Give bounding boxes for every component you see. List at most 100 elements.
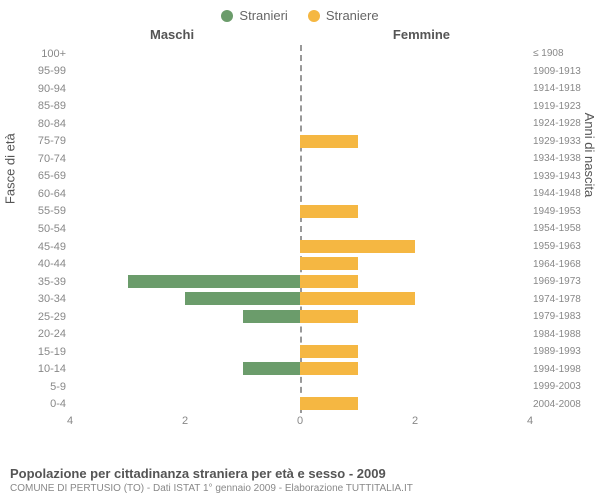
birth-year-label: 1974-1978 xyxy=(533,294,588,305)
bar-female xyxy=(300,135,358,148)
age-label: 100+ xyxy=(20,48,66,60)
chart-footer: Popolazione per cittadinanza straniera p… xyxy=(10,466,590,494)
age-label: 5-9 xyxy=(20,381,66,393)
chart-row: 80-841924-1928 xyxy=(70,115,530,133)
bar-container xyxy=(70,135,530,148)
bar-female xyxy=(300,345,358,358)
chart-row: 40-441964-1968 xyxy=(70,255,530,273)
bar-female xyxy=(300,292,415,305)
x-axis: 4 2 0 2 4 xyxy=(70,415,530,431)
bar-container xyxy=(70,327,530,340)
birth-year-label: 1909-1913 xyxy=(533,66,588,77)
birth-year-label: 1969-1973 xyxy=(533,276,588,287)
birth-year-label: 1964-1968 xyxy=(533,259,588,270)
bar-female xyxy=(300,205,358,218)
bar-female xyxy=(300,240,415,253)
birth-year-label: 1929-1933 xyxy=(533,136,588,147)
legend-dot-female xyxy=(308,10,320,22)
bar-container xyxy=(70,275,530,288)
chart-subtitle: COMUNE DI PERTUSIO (TO) - Dati ISTAT 1° … xyxy=(10,483,590,494)
chart-row: 10-141994-1998 xyxy=(70,360,530,378)
legend-label-male: Stranieri xyxy=(239,8,287,23)
birth-year-label: 1954-1958 xyxy=(533,223,588,234)
birth-year-label: 1979-1983 xyxy=(533,311,588,322)
chart-row: 45-491959-1963 xyxy=(70,238,530,256)
birth-year-label: 1984-1988 xyxy=(533,329,588,340)
birth-year-label: 1919-1923 xyxy=(533,101,588,112)
birth-year-label: 1949-1953 xyxy=(533,206,588,217)
legend: Stranieri Straniere xyxy=(0,0,600,27)
bar-male xyxy=(128,275,301,288)
birth-year-label: 1914-1918 xyxy=(533,83,588,94)
age-label: 80-84 xyxy=(20,118,66,130)
bar-container xyxy=(70,345,530,358)
bar-container xyxy=(70,310,530,323)
age-label: 25-29 xyxy=(20,311,66,323)
age-label: 50-54 xyxy=(20,223,66,235)
x-tick: 0 xyxy=(297,415,303,427)
x-tick: 4 xyxy=(527,415,533,427)
age-label: 45-49 xyxy=(20,241,66,253)
bar-female xyxy=(300,362,358,375)
x-tick: 4 xyxy=(67,415,73,427)
bar-container xyxy=(70,397,530,410)
age-label: 85-89 xyxy=(20,100,66,112)
chart-row: 70-741934-1938 xyxy=(70,150,530,168)
age-label: 70-74 xyxy=(20,153,66,165)
age-label: 30-34 xyxy=(20,293,66,305)
age-label: 10-14 xyxy=(20,363,66,375)
plot-area: 100+≤ 190895-991909-191390-941914-191885… xyxy=(70,45,530,413)
bar-male xyxy=(243,310,301,323)
chart-row: 35-391969-1973 xyxy=(70,273,530,291)
bar-container xyxy=(70,117,530,130)
chart-row: 65-691939-1943 xyxy=(70,168,530,186)
birth-year-label: 1999-2003 xyxy=(533,381,588,392)
legend-dot-male xyxy=(221,10,233,22)
age-label: 60-64 xyxy=(20,188,66,200)
birth-year-label: 1924-1928 xyxy=(533,118,588,129)
x-tick: 2 xyxy=(412,415,418,427)
birth-year-label: 1989-1993 xyxy=(533,346,588,357)
bar-female xyxy=(300,257,358,270)
x-tick: 2 xyxy=(182,415,188,427)
age-label: 15-19 xyxy=(20,346,66,358)
bar-container xyxy=(70,65,530,78)
birth-year-label: 1994-1998 xyxy=(533,364,588,375)
age-label: 55-59 xyxy=(20,205,66,217)
birth-year-label: 1934-1938 xyxy=(533,153,588,164)
chart-row: 75-791929-1933 xyxy=(70,133,530,151)
chart-row: 85-891919-1923 xyxy=(70,98,530,116)
chart-row: 30-341974-1978 xyxy=(70,290,530,308)
chart-title: Popolazione per cittadinanza straniera p… xyxy=(10,466,590,481)
chart-row: 5-91999-2003 xyxy=(70,378,530,396)
chart-row: 90-941914-1918 xyxy=(70,80,530,98)
bar-container xyxy=(70,170,530,183)
bar-female xyxy=(300,310,358,323)
birth-year-label: 1939-1943 xyxy=(533,171,588,182)
bar-container xyxy=(70,82,530,95)
bar-female xyxy=(300,275,358,288)
bar-male xyxy=(185,292,300,305)
age-label: 40-44 xyxy=(20,258,66,270)
chart-row: 25-291979-1983 xyxy=(70,308,530,326)
bar-container xyxy=(70,205,530,218)
chart-row: 15-191989-1993 xyxy=(70,343,530,361)
chart-row: 20-241984-1988 xyxy=(70,325,530,343)
chart-row: 100+≤ 1908 xyxy=(70,45,530,63)
age-label: 35-39 xyxy=(20,276,66,288)
chart-row: 55-591949-1953 xyxy=(70,203,530,221)
bar-container xyxy=(70,100,530,113)
legend-item-female: Straniere xyxy=(308,8,379,23)
bar-container xyxy=(70,292,530,305)
column-header-female: Femmine xyxy=(393,27,450,42)
birth-year-label: ≤ 1908 xyxy=(533,48,588,59)
legend-label-female: Straniere xyxy=(326,8,379,23)
y-axis-label-left: Fasce di età xyxy=(3,133,18,204)
bar-container xyxy=(70,380,530,393)
birth-year-label: 2004-2008 xyxy=(533,399,588,410)
age-label: 0-4 xyxy=(20,398,66,410)
age-label: 95-99 xyxy=(20,65,66,77)
chart-row: 95-991909-1913 xyxy=(70,63,530,81)
bar-container xyxy=(70,152,530,165)
bar-female xyxy=(300,397,358,410)
